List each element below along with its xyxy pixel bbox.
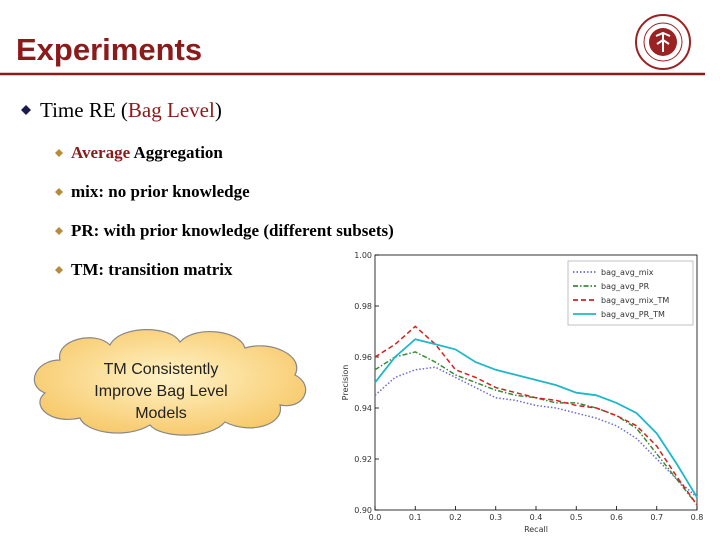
x-tick-label: 0.6 <box>610 513 623 522</box>
y-tick-label: 0.96 <box>354 353 372 362</box>
bullet-text: PR: with prior knowledge (different subs… <box>71 221 394 240</box>
y-tick-label: 0.92 <box>354 455 372 464</box>
x-tick-label: 0.7 <box>650 513 663 522</box>
x-tick-label: 0.2 <box>449 513 462 522</box>
text-segment: Time RE ( <box>40 98 128 122</box>
text-segment: Average <box>71 143 131 162</box>
legend-label: bag_avg_mix_TM <box>601 296 669 305</box>
text-segment: Aggregation <box>130 143 223 162</box>
slide-title: Experiments <box>16 32 202 67</box>
bullet-marker <box>55 149 63 157</box>
callout-line: Models <box>135 405 187 422</box>
bullet-text: mix: no prior knowledge <box>71 182 250 201</box>
y-tick-label: 0.90 <box>354 506 372 515</box>
y-tick-label: 0.94 <box>354 404 372 413</box>
callout-line: TM Consistently <box>104 361 219 378</box>
series-line <box>374 325 698 506</box>
chart: 0.0 0.1 0.2 0.3 0.4 0.5 0.6 0.7 0.8 0.90 0.92 0.94 0… <box>341 251 703 534</box>
bullet-text: Average Aggregation <box>71 143 223 162</box>
callout: TM Consistently Improve Bag Level Models <box>94 361 227 422</box>
y-tick-label: 1.00 <box>354 251 372 260</box>
text-segment: mix: no prior knowledge <box>71 182 250 201</box>
x-tick-label: 0.5 <box>570 513 583 522</box>
bullet-marker <box>55 266 63 274</box>
x-tick-label: 0.1 <box>409 513 422 522</box>
x-tick-label: 0.4 <box>530 513 543 522</box>
x-tick-label: 0.8 <box>691 513 704 522</box>
text-segment: TM: transition matrix <box>71 260 233 279</box>
bullet-text: TM: transition matrix <box>71 260 233 279</box>
text-segment: Bag Level <box>128 98 215 122</box>
bullet-marker <box>21 105 31 115</box>
bullet-text: Time RE (Bag Level) <box>40 98 222 122</box>
x-axis-label: Recall <box>524 525 548 534</box>
callout-cloud <box>33 329 307 436</box>
legend-label: bag_avg_PR_TM <box>601 310 665 319</box>
callout-line: Improve Bag Level <box>94 383 227 400</box>
bullet-marker <box>55 227 63 235</box>
legend-label: bag_avg_mix <box>601 268 654 277</box>
y-tick-label: 0.98 <box>354 302 372 311</box>
series-line <box>374 366 698 498</box>
logo <box>635 14 691 70</box>
bullet-marker <box>55 188 63 196</box>
x-tick-label: 0.3 <box>489 513 502 522</box>
y-axis-label: Precision <box>341 365 350 401</box>
text-segment: PR: with prior knowledge (different subs… <box>71 221 394 240</box>
legend-label: bag_avg_PR <box>601 282 650 291</box>
bullets: Time RE (Bag Level) Average Aggregation mi… <box>21 98 394 279</box>
series-line <box>374 338 698 498</box>
x-tick-label: 0.0 <box>369 513 382 522</box>
text-segment: ) <box>215 98 222 122</box>
